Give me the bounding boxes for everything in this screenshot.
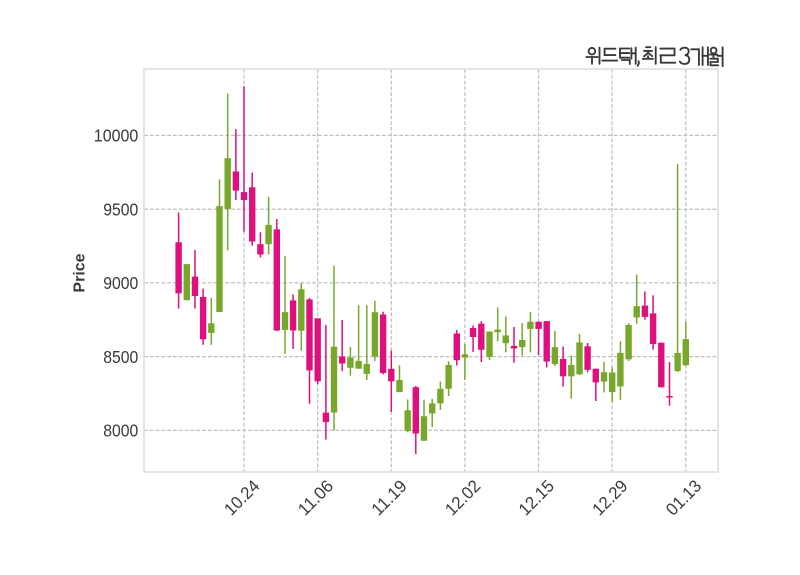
svg-text:8500: 8500 [103,347,138,367]
svg-text:8000: 8000 [103,421,138,441]
svg-text:9000: 9000 [103,273,138,293]
svg-text:10000: 10000 [94,126,139,146]
svg-text:Price: Price [71,253,88,292]
svg-text:9500: 9500 [103,199,138,219]
